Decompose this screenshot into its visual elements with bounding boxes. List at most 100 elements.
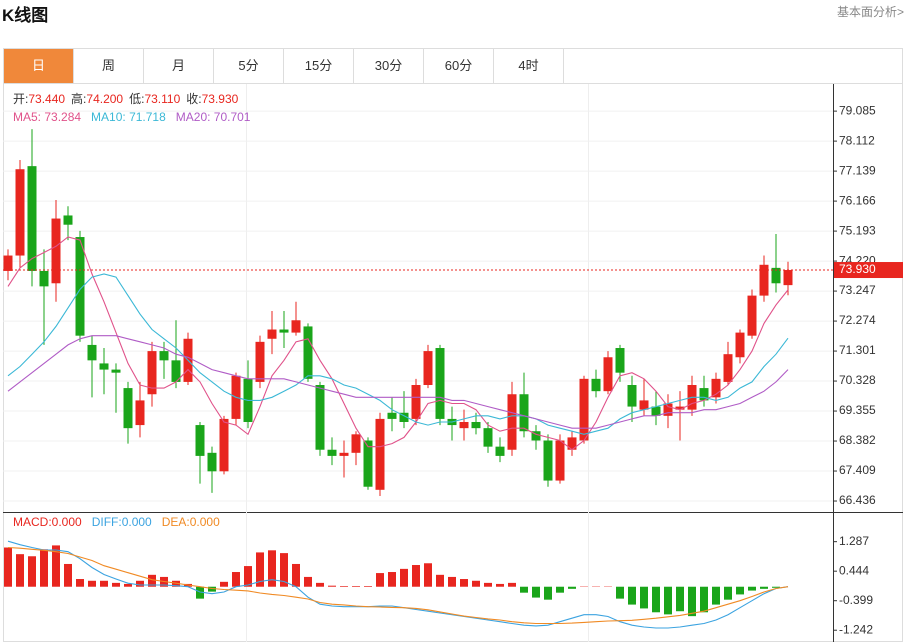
quote-label: 高:	[71, 91, 86, 106]
legend-entry: MA10: 71.718	[91, 110, 166, 124]
candle-body	[363, 440, 373, 487]
y-tick-label: 70.328	[839, 373, 876, 387]
candle-body	[495, 446, 505, 456]
quote-label: 低:	[129, 92, 144, 106]
legend-entry: MA5: 73.284	[13, 110, 81, 124]
macd-bar	[448, 576, 456, 587]
macd-bar	[412, 565, 420, 587]
macd-bar	[40, 549, 48, 587]
fundamental-link[interactable]: 基本面分析>	[836, 5, 904, 19]
period-tab[interactable]: 4时	[494, 49, 564, 83]
candle-body	[663, 403, 673, 416]
header: K线图 基本面分析>	[0, 0, 908, 30]
candle-body	[459, 421, 469, 429]
y-tick-label: 68.382	[839, 433, 876, 447]
macd-bar	[316, 582, 324, 587]
macd-bar	[16, 554, 24, 587]
legend-entry: DIFF:0.000	[92, 515, 152, 529]
macd-bar	[436, 574, 444, 587]
candle-body	[135, 400, 145, 426]
macd-bar	[772, 586, 780, 588]
quote-line: 开:73.440 高:74.200 低:73.110 收:73.930	[13, 91, 239, 106]
candle-body	[255, 341, 265, 382]
candle-body	[759, 264, 769, 296]
macd-bar	[520, 586, 528, 593]
candle-body	[207, 452, 217, 472]
candle-body	[723, 354, 733, 382]
macd-bar	[256, 552, 264, 587]
macd-bar	[724, 586, 732, 600]
candle-body	[615, 348, 625, 373]
macd-bar	[352, 586, 360, 587]
period-tab[interactable]: 日	[4, 49, 74, 83]
candle-body	[75, 237, 85, 336]
macd-bar	[688, 586, 696, 617]
ma-line	[7, 540, 789, 629]
candle-body	[567, 437, 577, 450]
macd-bar	[64, 563, 72, 587]
candle-body	[435, 348, 445, 419]
ma-line	[7, 546, 789, 625]
y-tick-label: 69.355	[839, 403, 876, 417]
macd-bar	[472, 580, 480, 587]
y-tick-label: 1.287	[839, 534, 869, 548]
candle-body	[15, 169, 25, 256]
candle-body	[27, 166, 37, 271]
candle-body	[483, 428, 493, 447]
quote-label: 开:	[13, 92, 28, 106]
candle-body	[747, 295, 757, 336]
macd-bar	[268, 550, 276, 587]
macd-bar	[544, 586, 552, 600]
y-tick-label: 79.085	[839, 103, 876, 117]
quote-value: 73.930	[202, 92, 239, 106]
candle-body	[507, 394, 517, 450]
macd-bar	[88, 580, 96, 587]
candle-body	[627, 385, 637, 407]
macd-bar	[664, 586, 672, 615]
candle-body	[147, 351, 157, 395]
candle-body	[771, 267, 781, 284]
macd-bar	[124, 583, 132, 587]
quote-value: 74.200	[86, 92, 123, 106]
y-tick-label: 72.274	[839, 313, 876, 327]
macd-bar	[616, 586, 624, 599]
macd-bar	[232, 572, 240, 587]
y-tick-label: 75.193	[839, 223, 876, 237]
macd-bar	[244, 566, 252, 587]
candle-body	[699, 388, 709, 401]
candle-body	[123, 388, 133, 429]
y-tick-label: 78.112	[839, 133, 875, 147]
period-tab[interactable]: 60分	[424, 49, 494, 83]
page-title: K线图	[2, 6, 49, 25]
macd-bar	[400, 568, 408, 587]
candle-body	[279, 329, 289, 333]
macd-bar	[424, 563, 432, 587]
macd-bar	[148, 574, 156, 587]
period-tab[interactable]: 月	[144, 49, 214, 83]
macd-bar	[760, 586, 768, 589]
y-tick-label: 67.409	[839, 463, 876, 477]
macd-bar	[676, 586, 684, 612]
macd-bar	[736, 586, 744, 595]
candle-body	[555, 440, 565, 481]
candle-body	[51, 218, 61, 284]
macd-bar	[28, 556, 36, 587]
period-tab[interactable]: 30分	[354, 49, 424, 83]
quote-value: 73.440	[28, 92, 65, 106]
candle-body	[327, 449, 337, 456]
candle-body	[63, 215, 73, 225]
candle-body	[267, 329, 277, 339]
period-tab[interactable]: 15分	[284, 49, 354, 83]
quote-value: 73.110	[144, 92, 180, 106]
y-tick-label: 71.301	[839, 343, 876, 357]
candle-body	[471, 421, 481, 429]
period-tab[interactable]: 周	[74, 49, 144, 83]
candle-body	[171, 360, 181, 382]
y-tick-label: -1.242	[839, 622, 873, 636]
candle-body	[339, 452, 349, 456]
legend: MACD:0.000 DIFF:0.000 DEA:0.000	[13, 515, 220, 529]
candle-body	[399, 412, 409, 422]
candle-body	[519, 394, 529, 432]
period-tab[interactable]: 5分	[214, 49, 284, 83]
